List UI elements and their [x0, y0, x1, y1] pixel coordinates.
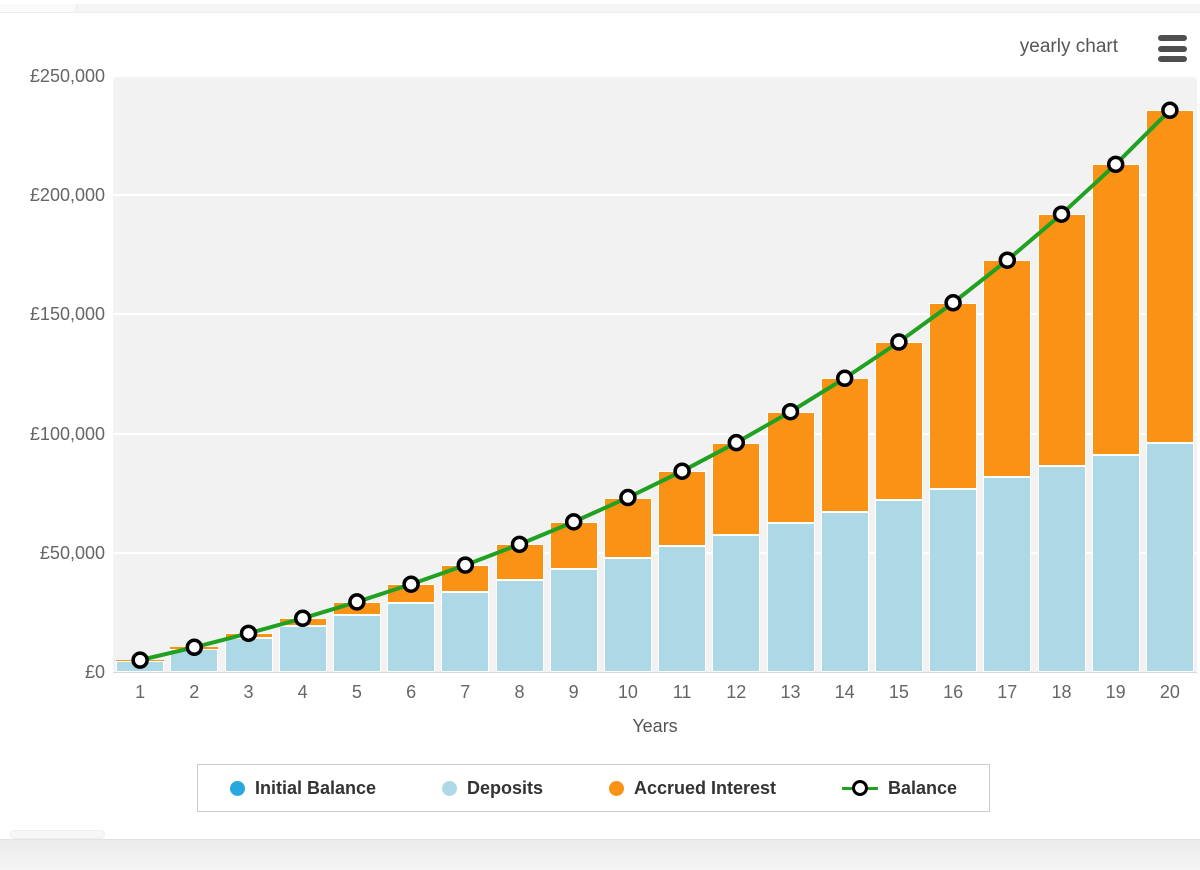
- bar-deposits-year-16[interactable]: [929, 488, 978, 672]
- gridline: [113, 551, 1197, 554]
- legend-label-deposits: Deposits: [466, 777, 544, 798]
- bar-accrued-interest-year-15[interactable]: [874, 342, 923, 501]
- hamburger-menu-icon[interactable]: [1158, 35, 1187, 62]
- x-axis-title: Years: [632, 716, 678, 736]
- bar-deposits-year-20[interactable]: [1145, 443, 1194, 672]
- legend-label-balance: Balance: [887, 777, 957, 798]
- accrued-interest-swatch-icon: [608, 780, 624, 796]
- bar-accrued-interest-year-20[interactable]: [1145, 110, 1194, 444]
- bar-deposits-year-4[interactable]: [278, 626, 327, 672]
- x-axis-label-year-1: 1: [135, 682, 146, 702]
- x-axis-label-year-10: 10: [617, 682, 638, 702]
- legend-item-initial-balance[interactable]: Initial Balance: [230, 778, 376, 799]
- bar-deposits-year-7[interactable]: [441, 591, 490, 672]
- bar-deposits-year-8[interactable]: [495, 580, 544, 672]
- bar-deposits-year-5[interactable]: [332, 614, 381, 672]
- bar-deposits-year-17[interactable]: [983, 477, 1032, 672]
- bar-deposits-year-3[interactable]: [224, 637, 273, 672]
- bar-deposits-year-13[interactable]: [766, 523, 815, 672]
- bar-deposits-year-18[interactable]: [1037, 466, 1086, 672]
- x-axis-label-year-3: 3: [243, 682, 254, 702]
- bar-accrued-interest-year-5[interactable]: [332, 601, 381, 615]
- chart-container: yearly chart £0 £50,000 £100,000 £150,000 £2…: [29, 35, 1197, 736]
- bar-deposits-year-6[interactable]: [387, 603, 436, 672]
- bar-accrued-interest-year-11[interactable]: [658, 471, 707, 547]
- x-axis-label-year-12: 12: [726, 682, 747, 702]
- x-axis-label-year-6: 6: [406, 682, 417, 702]
- x-axis-label-year-15: 15: [888, 682, 909, 702]
- x-axis-label-year-18: 18: [1051, 682, 1072, 702]
- bar-deposits-year-19[interactable]: [1091, 454, 1140, 672]
- y-axis-label: £250,000: [29, 66, 105, 86]
- bar-accrued-interest-year-19[interactable]: [1091, 164, 1140, 455]
- bottom-pill: [10, 830, 105, 839]
- bar-accrued-interest-year-7[interactable]: [441, 565, 490, 592]
- hamburger-bar: [1158, 56, 1187, 62]
- bar-accrued-interest-year-17[interactable]: [983, 260, 1032, 478]
- y-axis-label: £0: [84, 662, 105, 682]
- y-axis-label: £150,000: [29, 304, 105, 325]
- bar-accrued-interest-year-12[interactable]: [712, 442, 761, 535]
- x-axis-label-year-9: 9: [568, 682, 579, 702]
- top-divider: [0, 4, 1200, 13]
- y-axis-label: £200,000: [29, 185, 105, 206]
- legend: Initial Balance Deposits Accrued Interes…: [197, 764, 990, 812]
- x-axis-label-year-11: 11: [672, 682, 692, 702]
- plot-area: [113, 76, 1197, 672]
- bar-accrued-interest-year-16[interactable]: [929, 302, 978, 489]
- legend-label-accrued-interest: Accrued Interest: [633, 777, 777, 798]
- gridline: [113, 75, 1197, 77]
- legend-item-accrued-interest[interactable]: Accrued Interest: [608, 777, 777, 799]
- balance-marker-icon: [851, 780, 868, 796]
- x-axis-label-year-4: 4: [297, 682, 308, 702]
- x-axis-label-year-5: 5: [351, 682, 362, 702]
- bar-deposits-year-12[interactable]: [712, 534, 761, 672]
- bar-accrued-interest-year-13[interactable]: [766, 411, 815, 524]
- hamburger-bar: [1158, 35, 1187, 41]
- balance-line-marker-icon: [841, 780, 878, 796]
- legend-label-initial-balance: Initial Balance: [255, 777, 377, 798]
- top-divider-tab: [0, 4, 77, 12]
- bar-accrued-interest-year-14[interactable]: [820, 378, 869, 512]
- x-axis-label-year-13: 13: [780, 682, 801, 702]
- x-axis-label-year-17: 17: [997, 682, 1018, 702]
- bar-accrued-interest-year-10[interactable]: [603, 497, 652, 558]
- x-axis-label-year-8: 8: [514, 682, 525, 702]
- x-axis-line: [113, 672, 1197, 673]
- bar-deposits-year-15[interactable]: [874, 500, 923, 672]
- bar-deposits-year-1[interactable]: [116, 660, 165, 672]
- bar-accrued-interest-year-9[interactable]: [549, 521, 598, 569]
- bar-accrued-interest-year-18[interactable]: [1037, 214, 1086, 467]
- bottom-section: [0, 839, 1200, 870]
- bar-accrued-interest-year-3[interactable]: [224, 633, 273, 638]
- bar-accrued-interest-year-6[interactable]: [387, 584, 436, 604]
- chart-type-label: yearly chart: [1019, 36, 1118, 57]
- bar-accrued-interest-year-2[interactable]: [170, 647, 219, 650]
- legend-item-balance[interactable]: Balance: [841, 777, 957, 799]
- initial-balance-swatch-icon: [230, 780, 245, 796]
- x-axis-label-year-16: 16: [943, 682, 964, 702]
- y-axis-label: £100,000: [29, 423, 105, 444]
- gridline: [113, 313, 1197, 316]
- bar-accrued-interest-year-8[interactable]: [495, 544, 544, 581]
- x-axis-label-year-14: 14: [834, 682, 855, 702]
- bar-deposits-year-11[interactable]: [658, 546, 707, 672]
- gridline: [113, 194, 1197, 197]
- deposits-swatch-icon: [441, 780, 457, 796]
- hamburger-bar: [1158, 45, 1187, 52]
- bar-deposits-year-14[interactable]: [820, 511, 869, 672]
- gridline: [113, 432, 1197, 435]
- bar-deposits-year-2[interactable]: [170, 649, 219, 672]
- x-axis-label-year-20: 20: [1159, 682, 1180, 702]
- bar-accrued-interest-year-4[interactable]: [278, 618, 327, 627]
- x-axis-label-year-7: 7: [460, 682, 471, 702]
- bar-deposits-year-9[interactable]: [549, 569, 598, 672]
- bar-deposits-year-10[interactable]: [603, 557, 652, 672]
- legend-item-deposits[interactable]: Deposits: [441, 777, 544, 799]
- x-axis-label-year-19: 19: [1105, 682, 1126, 702]
- x-axis-label-year-2: 2: [189, 682, 200, 702]
- y-axis-label: £50,000: [39, 542, 105, 563]
